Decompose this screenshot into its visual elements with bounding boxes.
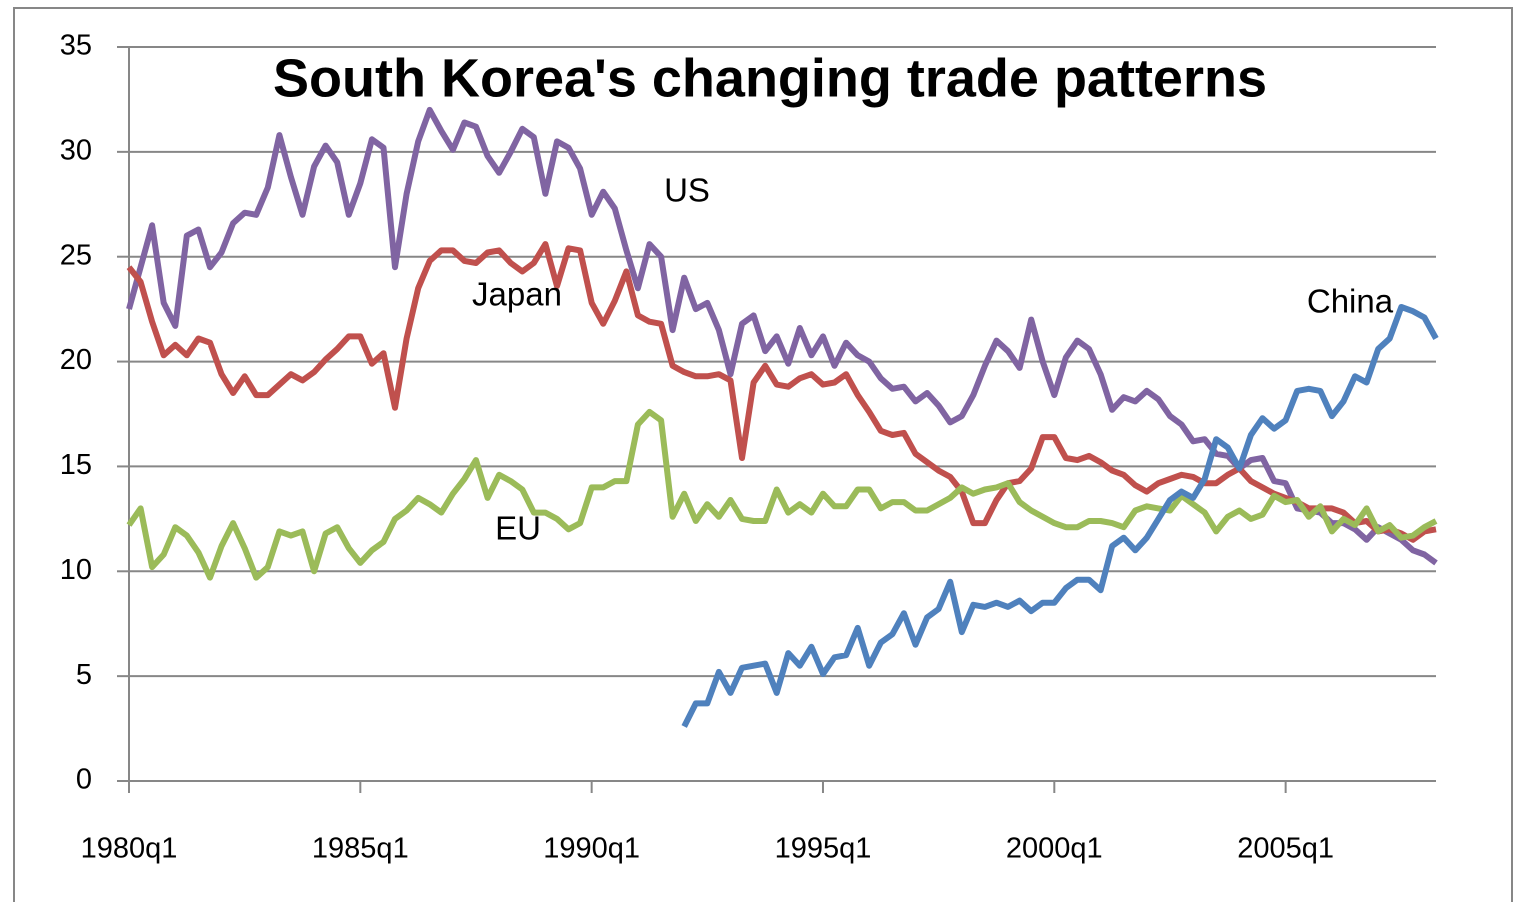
series-label: China <box>1307 283 1394 320</box>
series-line <box>681 304 1439 728</box>
y-tick-label: 0 <box>76 764 92 796</box>
series-label: US <box>664 172 710 209</box>
x-tick-label: 1995q1 <box>775 833 872 865</box>
x-tick-label: 2005q1 <box>1237 833 1334 865</box>
y-tick-label: 35 <box>60 30 92 62</box>
series-label: Japan <box>472 276 562 313</box>
series-line <box>126 241 1437 543</box>
chart-frame <box>13 7 1513 902</box>
series-line <box>126 408 1438 581</box>
x-tick-label: 1990q1 <box>543 833 640 865</box>
y-tick-label: 30 <box>60 135 92 167</box>
series-line <box>126 106 1438 566</box>
series-label: EU <box>495 510 541 547</box>
y-tick-label: 15 <box>60 449 92 481</box>
x-tick-label: 2000q1 <box>1006 833 1103 865</box>
x-tick-label: 1980q1 <box>81 833 178 865</box>
y-tick-label: 5 <box>76 659 92 691</box>
y-tick-label: 25 <box>60 239 92 271</box>
chart-title: South Korea's changing trade patterns <box>273 48 1267 108</box>
y-tick-label: 20 <box>60 344 92 376</box>
x-tick-label: 1985q1 <box>312 833 409 865</box>
y-tick-label: 10 <box>60 554 92 586</box>
